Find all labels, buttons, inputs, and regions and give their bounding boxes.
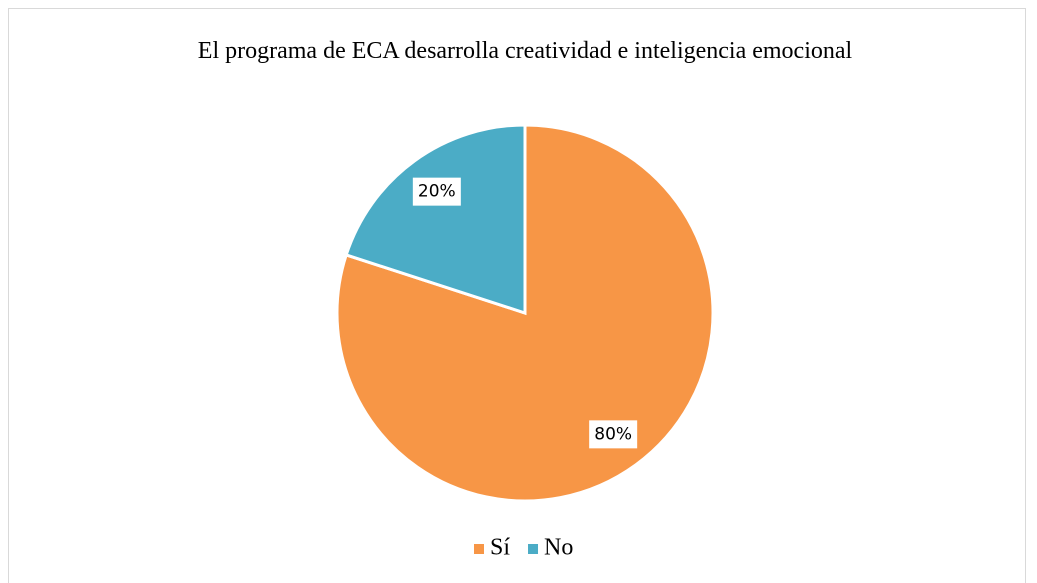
pie-slice: [344, 123, 527, 316]
legend-label: Sí: [490, 535, 510, 561]
data-label: 80%: [594, 424, 632, 444]
chart-title: El programa de ECA desarrolla creativida…: [197, 38, 853, 64]
legend-marker: [474, 544, 484, 554]
chart-frame: [8, 8, 1026, 583]
legend-label: No: [544, 535, 573, 561]
data-label: 20%: [418, 182, 456, 202]
data-label-box: [412, 177, 461, 206]
data-label-box: [589, 420, 638, 449]
legend-marker: [528, 544, 539, 554]
